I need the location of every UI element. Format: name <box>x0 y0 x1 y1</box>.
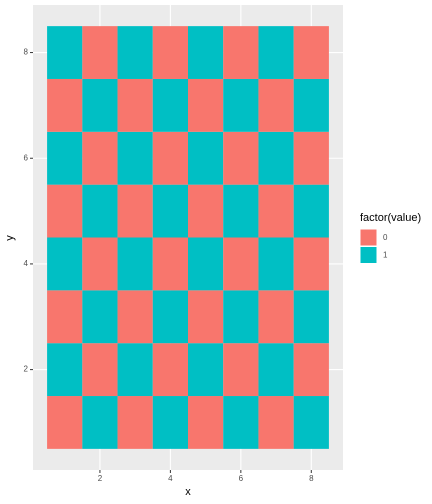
tile <box>188 396 224 449</box>
tile <box>117 131 153 185</box>
tile <box>258 237 294 291</box>
tile <box>152 290 188 344</box>
tile <box>293 184 329 238</box>
legend-label: 1 <box>383 251 388 260</box>
tile <box>258 396 294 449</box>
tile <box>188 184 224 238</box>
tile <box>117 237 153 291</box>
tile <box>188 343 224 397</box>
tile <box>117 343 153 397</box>
tile <box>258 343 294 397</box>
y-tick-label: 8 <box>24 48 29 57</box>
tile <box>47 396 83 449</box>
tile <box>223 237 259 291</box>
tile <box>82 184 118 238</box>
tile <box>47 26 83 79</box>
tile <box>117 26 153 79</box>
tile <box>188 26 224 79</box>
tile <box>223 290 259 344</box>
tile <box>223 26 259 79</box>
tile <box>82 78 118 132</box>
tile <box>152 184 188 238</box>
tile <box>293 26 329 79</box>
tile <box>258 78 294 132</box>
x-axis-title: x <box>185 486 191 498</box>
tile <box>223 396 259 449</box>
tile <box>293 343 329 397</box>
tile <box>117 184 153 238</box>
tile <box>258 26 294 79</box>
tile <box>293 237 329 291</box>
legend-key <box>359 246 378 264</box>
tile <box>152 78 188 132</box>
tile <box>152 396 188 449</box>
tile <box>188 237 224 291</box>
x-tick-label: 4 <box>168 474 173 483</box>
tile <box>188 78 224 132</box>
tile <box>223 131 259 185</box>
y-axis-title: y <box>4 235 16 241</box>
tile <box>152 237 188 291</box>
tile <box>223 184 259 238</box>
tile <box>117 290 153 344</box>
x-tick-label: 8 <box>309 474 314 483</box>
tile <box>47 343 83 397</box>
tile <box>47 290 83 344</box>
tile <box>293 290 329 344</box>
tile <box>82 343 118 397</box>
tile <box>258 290 294 344</box>
tile <box>152 26 188 79</box>
legend-key <box>359 228 378 247</box>
y-tick-label: 2 <box>24 365 29 374</box>
tile <box>293 78 329 132</box>
tile <box>258 131 294 185</box>
y-tick-label: 4 <box>24 259 29 268</box>
legend-label: 0 <box>383 233 388 242</box>
tile <box>152 343 188 397</box>
tile <box>82 290 118 344</box>
x-tick-label: 6 <box>239 474 244 483</box>
tile <box>82 131 118 185</box>
tile <box>293 131 329 185</box>
tile <box>188 131 224 185</box>
tile <box>47 78 83 132</box>
x-tick-label: 2 <box>98 474 103 483</box>
tile <box>188 290 224 344</box>
tile <box>82 396 118 449</box>
tile <box>47 131 83 185</box>
tile <box>223 78 259 132</box>
tile <box>117 78 153 132</box>
tile <box>223 343 259 397</box>
tile <box>293 396 329 449</box>
tile <box>117 396 153 449</box>
legend-title: factor(value) <box>360 212 421 224</box>
y-tick-label: 6 <box>24 153 29 162</box>
tile <box>258 184 294 238</box>
tile <box>82 26 118 79</box>
tile <box>82 237 118 291</box>
tile <box>152 131 188 185</box>
tile <box>47 237 83 291</box>
tile <box>47 184 83 238</box>
